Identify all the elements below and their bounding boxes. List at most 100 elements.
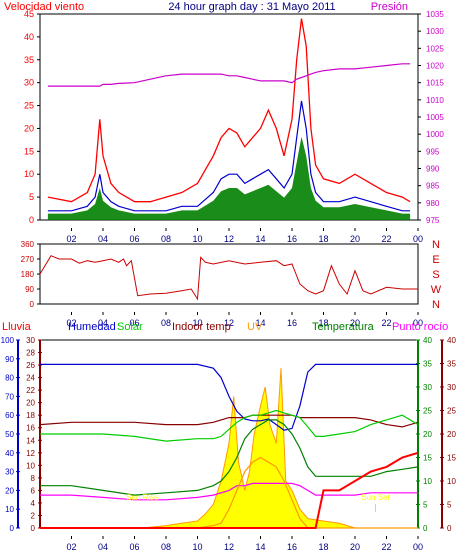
- humidity-axis-tick-label: 0: [10, 524, 15, 533]
- weather-x-tick-label: 18: [318, 542, 328, 552]
- indoor-temp-line: [39, 414, 419, 428]
- temperature-axis-tick-label: 10: [423, 477, 432, 486]
- direction-x-tick-label: 22: [381, 318, 391, 328]
- wind-y-tick-label: 20: [24, 123, 34, 133]
- wind-x-tick-label: 14: [255, 234, 265, 244]
- legend-uv: UV: [247, 321, 263, 333]
- wind-x-tick-label: 04: [98, 234, 108, 244]
- pressure-y-tick-label: 975: [426, 216, 440, 225]
- pressure-y-tick-label: 1005: [426, 113, 444, 122]
- wind-x-tick-label: 00: [413, 234, 423, 244]
- solar-outline: [142, 368, 356, 529]
- direction-y-tick-label: 0: [30, 300, 35, 309]
- wind-y-tick-label: 30: [24, 78, 34, 88]
- weather-x-tick-label: 02: [66, 542, 76, 552]
- humidity-axis-tick-label: 40: [5, 449, 14, 458]
- dew-point-axis-tick-label: 15: [447, 454, 456, 463]
- direction-x-tick-label: 04: [98, 318, 108, 328]
- weather-x-tick-label: 14: [255, 542, 265, 552]
- direction-x-tick-label: 08: [161, 318, 171, 328]
- dew-point-axis-tick-label: 20: [447, 430, 456, 439]
- direction-compass-label: N: [432, 239, 440, 251]
- wind-x-tick-label: 20: [350, 234, 360, 244]
- solar-axis-tick-label: 26: [26, 361, 35, 370]
- humidity-axis-tick-label: 30: [5, 468, 14, 477]
- solar-axis-tick-label: 2: [31, 511, 36, 520]
- humidity-line: [40, 363, 418, 431]
- direction-compass-label: N: [432, 299, 440, 311]
- wind-title: Velocidad viento: [4, 1, 84, 13]
- pressure-y-tick-label: 980: [426, 199, 440, 208]
- dew-point-axis-tick-label: 0: [447, 524, 452, 533]
- pressure-y-tick-label: 1010: [426, 96, 444, 105]
- wind-y-tick-label: 25: [24, 101, 34, 111]
- wind-x-tick-label: 06: [129, 234, 139, 244]
- wind-direction-line: [39, 255, 418, 301]
- wind-max-line: [47, 18, 411, 203]
- pressure-y-tick-label: 1035: [426, 10, 444, 19]
- wind-y-tick-label: 10: [24, 169, 34, 179]
- weather-x-tick-label: 20: [350, 542, 360, 552]
- dew-point-line: [40, 482, 418, 501]
- solar-axis-tick-label: 14: [26, 436, 35, 445]
- humidity-axis-tick-label: 20: [5, 486, 14, 495]
- sun-rise-label: Sun Rise: [126, 493, 159, 502]
- solar-axis-tick-label: 30: [26, 336, 35, 345]
- pressure-line: [47, 63, 411, 87]
- wind-x-tick-label: 18: [318, 234, 328, 244]
- dew-point-axis-tick-label: 5: [447, 501, 452, 510]
- solar-line: [40, 409, 419, 442]
- legend-lluvia: Lluvia: [2, 321, 32, 333]
- wind-green-area: [47, 136, 411, 220]
- temperature-line: [40, 419, 419, 496]
- temperature-axis-tick-label: 5: [423, 501, 428, 510]
- solar-axis-tick-label: 18: [26, 411, 35, 420]
- wind-x-tick-label: 10: [192, 234, 202, 244]
- solar-axis-tick-label: 0: [31, 524, 36, 533]
- weather-x-tick-label: 04: [98, 542, 108, 552]
- temperature-axis-tick-label: 25: [423, 407, 432, 416]
- weather-x-tick-label: 10: [192, 542, 202, 552]
- dew-point-axis-tick-label: 40: [447, 336, 456, 345]
- solar-axis-tick-label: 4: [31, 499, 36, 508]
- direction-x-tick-label: 18: [318, 318, 328, 328]
- sun-set-label: Sun Set: [361, 493, 390, 502]
- humidity-axis-tick-label: 10: [5, 505, 14, 514]
- wind-y-tick-label: 0: [29, 215, 34, 225]
- wind-x-tick-label: 08: [161, 234, 171, 244]
- wind-y-tick-label: 15: [24, 146, 34, 156]
- solar-axis-tick-label: 16: [26, 424, 35, 433]
- humidity-axis-tick-label: 100: [1, 336, 15, 345]
- wind-x-tick-label: 12: [224, 234, 234, 244]
- pressure-y-tick-label: 985: [426, 182, 440, 191]
- temperature-axis-tick-label: 30: [423, 383, 432, 392]
- solar-fill-area: [142, 368, 355, 528]
- pressure-y-tick-label: 995: [426, 147, 440, 156]
- direction-x-tick-label: 20: [350, 318, 360, 328]
- direction-y-tick-label: 360: [21, 240, 35, 249]
- legend-indoor-temp: Indoor temp: [172, 321, 231, 333]
- solar-axis-tick-label: 28: [26, 349, 35, 358]
- direction-compass-label: W: [431, 284, 442, 296]
- wind-y-tick-label: 35: [24, 55, 34, 65]
- weather-x-tick-label: 22: [381, 542, 391, 552]
- dew-point-axis-tick-label: 25: [447, 407, 456, 416]
- legend-temperatura: Temperatura: [312, 321, 375, 333]
- pressure-title: Presión: [371, 1, 408, 13]
- direction-x-tick-label: 16: [287, 318, 297, 328]
- temperature-axis-tick-label: 40: [423, 336, 432, 345]
- direction-x-tick-label: 10: [192, 318, 202, 328]
- temperature-axis-tick-label: 15: [423, 454, 432, 463]
- humidity-axis-tick-label: 60: [5, 411, 14, 420]
- solar-axis-tick-label: 20: [26, 399, 35, 408]
- direction-x-tick-label: 00: [413, 318, 423, 328]
- legend-humedad: Humedad: [68, 321, 116, 333]
- direction-y-tick-label: 270: [21, 255, 35, 264]
- temperature-axis-tick-label: 20: [423, 430, 432, 439]
- pressure-y-tick-label: 1030: [426, 27, 444, 36]
- pressure-y-tick-label: 1000: [426, 130, 444, 139]
- solar-axis-tick-label: 24: [26, 374, 35, 383]
- direction-compass-label: E: [432, 254, 439, 266]
- solar-axis-tick-label: 10: [26, 461, 35, 470]
